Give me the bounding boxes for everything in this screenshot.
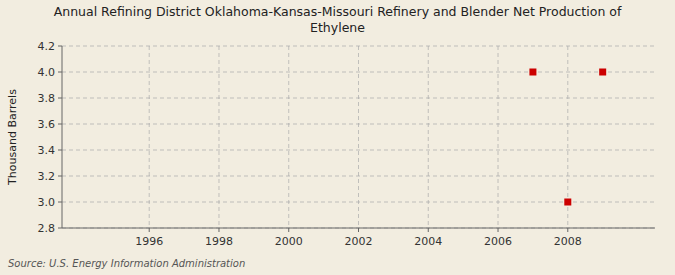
title-line: Ethylene [310,20,365,35]
y-tick [58,176,62,177]
x-tick-label: 2006 [484,235,512,248]
point [564,199,571,206]
y-tick [58,202,62,203]
x-tick [288,228,289,232]
points [529,69,606,206]
grid-line [62,72,655,73]
y-tick-label: 3.8 [38,92,56,105]
y-tick [58,98,62,99]
y-tick-label: 2.8 [38,222,56,235]
grid-line [288,46,289,228]
chart: 2.8 3.0 3.2 3.4 3.6 3.8 4.0 4.2 1996 1998 2000 2002… [0,0,675,275]
x-tick [567,228,568,232]
x-tick-label: 1996 [135,235,163,248]
grid-line [218,46,219,228]
y-tick-label: 3.2 [38,170,56,183]
y-tick-label: 3.6 [38,118,56,131]
point [599,69,606,76]
x-tick-label: 2002 [345,235,373,248]
grid [62,46,655,228]
x-tick [218,228,219,232]
x-tick-label: 1998 [205,235,233,248]
title: Annual Refining District Oklahoma-Kansas… [54,4,622,35]
y-axis [62,46,63,228]
y-tick [58,72,62,73]
grid-line [62,150,655,151]
grid-line [428,46,429,228]
x-tick [498,228,499,232]
grid-line [358,46,359,228]
y-tick-label: 3.4 [38,144,56,157]
x-tick-label: 2004 [414,235,442,248]
y-tick [58,46,62,47]
source: Source: U.S. Energy Information Administ… [8,258,245,269]
y-tick [58,124,62,125]
y-axis-label: Thousand Barrels [6,89,19,186]
y-tick [58,228,62,229]
x-tick [149,228,150,232]
y-tick [58,150,62,151]
point [529,69,536,76]
x-tick-label: 2008 [554,235,582,248]
x-tick-label: 2000 [275,235,303,248]
background [0,0,675,275]
x-tick [358,228,359,232]
x-tick [428,228,429,232]
grid-line [498,46,499,228]
y-tick-label: 4.0 [38,66,56,79]
y-tick-label: 4.2 [38,40,56,53]
y-tick-label: 3.0 [38,196,56,209]
title-line: Annual Refining District Oklahoma-Kansas… [54,4,622,19]
grid-line [149,46,150,228]
